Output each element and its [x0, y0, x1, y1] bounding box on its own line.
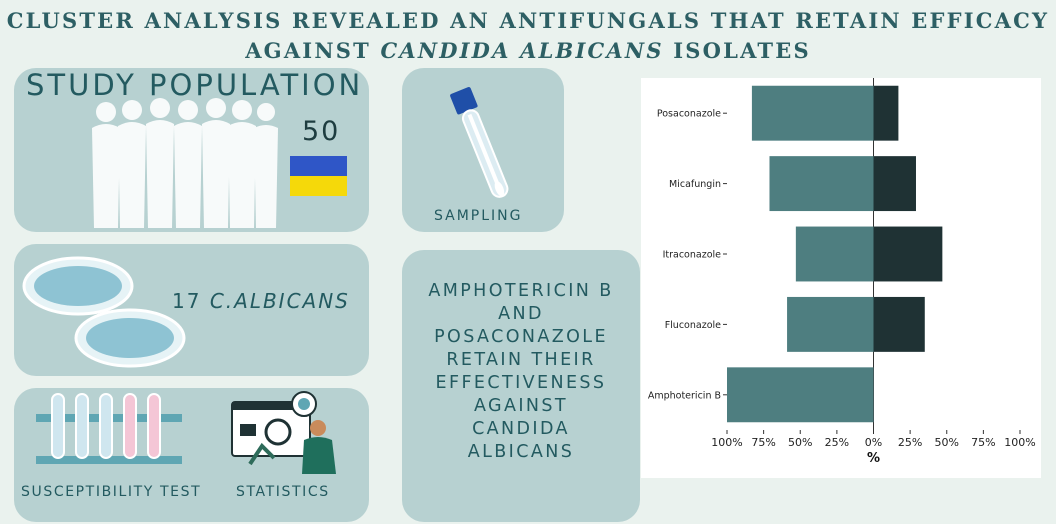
- study-population-label: STUDY POPULATION: [26, 68, 364, 102]
- ukraine-flag-icon: [290, 156, 347, 196]
- susceptibility-chart: Posaconazole Micafungin Itraconazole Flucon…: [641, 78, 1041, 478]
- people-silhouettes-icon: [92, 98, 278, 228]
- population-count: 50: [302, 116, 341, 147]
- bar-left: [795, 226, 874, 282]
- petri-dish-icon: [22, 256, 186, 368]
- title-line-2-species: CANDIDA ALBICANS: [380, 38, 664, 63]
- swab-tube-icon: [450, 87, 509, 198]
- conclusion-line: EFFECTIVENESS: [435, 373, 607, 393]
- x-tick-label: 75%: [751, 436, 775, 449]
- title-line-2-prefix: AGAINST: [245, 38, 371, 63]
- isolates-count-label: 17 C.ALBICANS: [172, 289, 350, 313]
- x-tick-label: 25%: [898, 436, 922, 449]
- bar-right: [873, 226, 943, 282]
- category-label: Posaconazole: [657, 109, 721, 120]
- conclusion-text: AMPHOTERICIN B AND POSACONAZOLE RETAIN THEI…: [402, 280, 640, 464]
- title-line-2: AGAINST CANDIDA ALBICANS ISOLATES: [0, 36, 1056, 66]
- x-tick-label: 50%: [935, 436, 959, 449]
- statistics-label: STATISTICS: [236, 484, 330, 500]
- infographic-title: CLUSTER ANALYSIS REVEALED AN ANTIFUNGALS…: [0, 6, 1056, 66]
- isolates-species: C.ALBICANS: [209, 289, 350, 313]
- test-tubes-icon: [36, 393, 182, 464]
- conclusion-line: CANDIDA: [472, 419, 570, 439]
- susceptibility-test-label: SUSCEPTIBILITY TEST: [21, 484, 202, 500]
- conclusion-line: AMPHOTERICIN B: [428, 281, 614, 301]
- diverging-bar-chart: Posaconazole Micafungin Itraconazole Flucon…: [648, 78, 1036, 466]
- title-line-1: CLUSTER ANALYSIS REVEALED AN ANTIFUNGALS…: [6, 8, 1050, 33]
- x-axis-label: %: [867, 451, 880, 466]
- category-label: Itraconazole: [663, 250, 722, 261]
- conclusion-line: ALBICANS: [467, 442, 575, 462]
- conclusion-line: AGAINST: [473, 396, 569, 416]
- x-tick-label: 50%: [788, 436, 812, 449]
- x-tick-label: 100%: [711, 436, 742, 449]
- study-population-panel: STUDY POPULATION 50: [14, 68, 369, 232]
- sampling-panel: SAMPLING: [402, 68, 564, 232]
- x-tick-label: 0%: [865, 436, 882, 449]
- isolates-panel: 17 C.ALBICANS: [14, 244, 369, 376]
- conclusion-line: AND: [498, 304, 544, 324]
- sampling-label: SAMPLING: [434, 208, 523, 224]
- bar-left: [787, 296, 874, 352]
- bar-left: [751, 85, 874, 141]
- bar-left: [769, 156, 874, 212]
- bar-right: [873, 85, 899, 141]
- statistics-analyst-icon: [231, 391, 336, 474]
- category-label: Micafungin: [669, 179, 721, 190]
- conclusion-line: POSACONAZOLE: [434, 327, 608, 347]
- x-tick-label: 75%: [971, 436, 995, 449]
- category-label: Fluconazole: [665, 320, 721, 331]
- bar-right: [873, 156, 916, 212]
- category-label: Amphotericin B: [648, 390, 721, 401]
- conclusion-line: RETAIN THEIR: [446, 350, 596, 370]
- methods-panel: SUSCEPTIBILITY TEST STATISTICS: [14, 388, 369, 522]
- x-tick-label: 25%: [825, 436, 849, 449]
- x-tick-label: 100%: [1004, 436, 1035, 449]
- bar-left: [727, 367, 874, 423]
- isolates-count: 17: [172, 289, 202, 313]
- conclusion-panel: AMPHOTERICIN B AND POSACONAZOLE RETAIN THEI…: [402, 250, 640, 522]
- bar-right: [873, 296, 925, 352]
- title-line-2-suffix: ISOLATES: [673, 38, 811, 63]
